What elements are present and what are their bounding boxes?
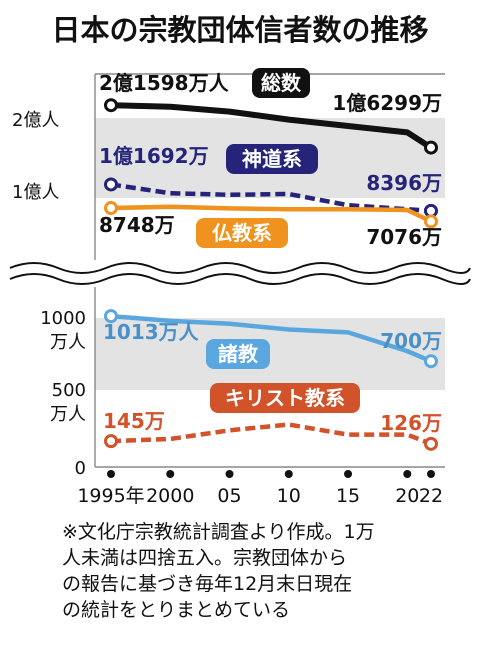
- misc-end-label: 700万: [380, 329, 442, 353]
- lower-series-0-point: [424, 354, 438, 369]
- upper-series-2-point: [104, 201, 118, 216]
- shinto-end-label: 8396万: [366, 171, 442, 195]
- total-start-label: 2億1598万人: [99, 71, 230, 95]
- buddhist-start-label: 8748万: [99, 213, 175, 237]
- x-tick-label: 22: [419, 485, 443, 507]
- christian-badge: [210, 383, 360, 413]
- y-label-1oku: 1億人: [12, 182, 59, 203]
- x-ticks: 1995年 2000 05 10 15 20 22: [77, 470, 443, 507]
- y-label-500: 500: [52, 380, 86, 401]
- misc-badge: [206, 339, 270, 369]
- total-badge-text: 総数: [261, 71, 302, 95]
- x-tick-dot: [403, 470, 412, 478]
- shinto-badge: [226, 144, 318, 174]
- source-note: ※文化庁宗教統計調査より作成。1万 人未満は四捨五入。宗教団体から の報告に基づ…: [62, 519, 472, 623]
- lower-series-0-line: [110, 313, 432, 364]
- y-label-0: 0: [75, 458, 86, 479]
- x-tick-label: 2000: [146, 485, 194, 507]
- upper-series-2-line: [110, 204, 432, 224]
- upper-series-2-point: [424, 214, 438, 229]
- x-tick-dot: [107, 470, 115, 478]
- note-line: の報告に基づき毎年12月末日現在: [62, 573, 353, 595]
- buddhist-badge: [196, 218, 288, 248]
- y-label-2oku: 2億人: [12, 110, 59, 131]
- y-label-500-unit: 万人: [50, 404, 86, 425]
- x-tick-label: 20: [395, 485, 419, 507]
- x-tick-label: 05: [217, 485, 241, 507]
- lower-series-0-point: [104, 309, 118, 324]
- axis-break: [9, 262, 471, 285]
- shinto-badge-text: 神道系: [242, 147, 302, 171]
- buddhist-end-label: 7076万: [366, 225, 442, 249]
- y-label-1000-unit: 万人: [50, 332, 86, 353]
- christian-end-label: 126万: [380, 411, 442, 435]
- x-tick-label: 10: [277, 485, 301, 507]
- shinto-start-label: 1億1692万: [99, 144, 209, 168]
- y-label-1000: 1000: [40, 308, 86, 329]
- total-badge: [252, 68, 310, 98]
- note-line: 人未満は四捨五入。宗教団体から: [62, 547, 348, 569]
- note-line: ※文化庁宗教統計調査より作成。1万: [62, 521, 375, 543]
- lower-series-1-point: [104, 434, 118, 449]
- x-tick-dot: [344, 470, 353, 478]
- buddhist-badge-text: 仏教系: [212, 221, 272, 245]
- upper-series-0-point: [104, 98, 118, 113]
- upper-series-0-line: [110, 102, 433, 151]
- x-tick-label: 15: [336, 485, 360, 507]
- misc-badge-text: 諸教: [218, 342, 259, 366]
- christian-badge-text: キリスト教系: [225, 386, 345, 410]
- christian-start-label: 145万: [103, 409, 165, 433]
- note-line: の統計をとりまとめている: [62, 599, 291, 621]
- x-tick-dot: [284, 470, 293, 478]
- x-tick-label: 1995年: [77, 485, 144, 507]
- lower-series-1-point: [424, 436, 438, 451]
- total-end-label: 1億6299万: [332, 91, 442, 115]
- upper-series-0-point: [424, 140, 438, 155]
- series-layer: [104, 98, 438, 451]
- upper-series-1-point: [104, 177, 118, 192]
- x-tick-dot: [225, 470, 234, 478]
- chart-title: 日本の宗教団体信者数の推移: [51, 13, 428, 47]
- x-tick-dot: [166, 470, 175, 478]
- misc-start-label: 1013万人: [103, 320, 200, 344]
- x-tick-dot: [427, 470, 435, 478]
